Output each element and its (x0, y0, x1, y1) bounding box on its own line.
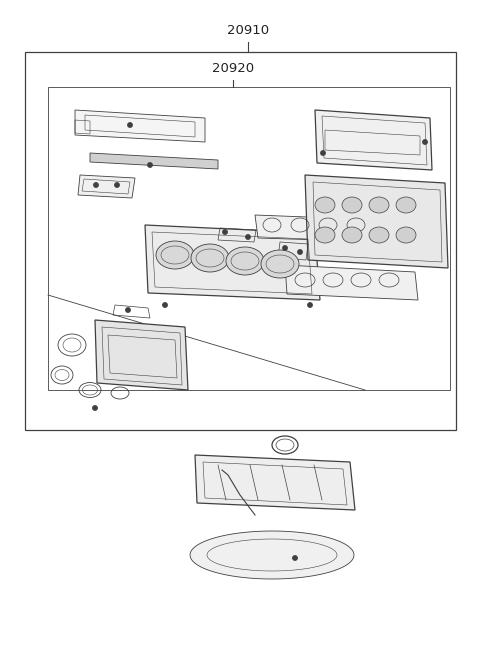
Bar (48, 87, 450, 390)
Circle shape (283, 246, 287, 250)
Text: 20920: 20920 (212, 62, 254, 75)
Ellipse shape (191, 244, 229, 272)
Circle shape (308, 303, 312, 307)
Ellipse shape (396, 197, 416, 213)
Circle shape (94, 183, 98, 187)
Polygon shape (95, 320, 188, 390)
Polygon shape (75, 110, 205, 142)
Circle shape (298, 250, 302, 254)
Circle shape (128, 122, 132, 127)
Polygon shape (305, 175, 448, 268)
Circle shape (163, 303, 167, 307)
Polygon shape (285, 265, 418, 300)
Circle shape (115, 183, 119, 187)
Circle shape (246, 234, 250, 239)
Ellipse shape (396, 227, 416, 243)
Circle shape (321, 151, 325, 155)
Ellipse shape (369, 197, 389, 213)
Circle shape (223, 230, 227, 234)
Polygon shape (195, 455, 355, 510)
Circle shape (93, 406, 97, 410)
Text: 20910: 20910 (227, 24, 269, 37)
Ellipse shape (369, 227, 389, 243)
Ellipse shape (342, 197, 362, 213)
Polygon shape (255, 215, 388, 242)
Circle shape (293, 556, 297, 560)
Ellipse shape (261, 250, 299, 278)
Polygon shape (315, 110, 432, 170)
Bar (25, 52, 456, 430)
Circle shape (148, 163, 152, 167)
Polygon shape (90, 153, 218, 169)
Ellipse shape (156, 241, 194, 269)
Polygon shape (78, 175, 135, 198)
Circle shape (423, 140, 427, 144)
Polygon shape (190, 531, 354, 579)
Ellipse shape (226, 247, 264, 275)
Ellipse shape (342, 227, 362, 243)
Ellipse shape (315, 197, 335, 213)
Ellipse shape (315, 227, 335, 243)
Polygon shape (145, 225, 320, 300)
Circle shape (126, 308, 130, 312)
